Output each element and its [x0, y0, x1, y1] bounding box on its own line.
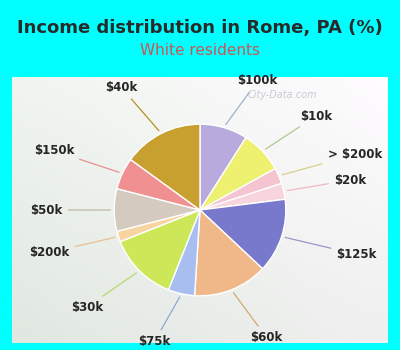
Text: $30k: $30k: [71, 273, 136, 314]
Text: $60k: $60k: [234, 293, 283, 344]
Text: Income distribution in Rome, PA (%): Income distribution in Rome, PA (%): [17, 19, 383, 37]
Wedge shape: [117, 160, 200, 210]
Text: $50k: $50k: [30, 203, 110, 217]
Text: > $200k: > $200k: [282, 148, 382, 175]
Wedge shape: [120, 210, 200, 290]
Wedge shape: [200, 169, 282, 210]
Text: $100k: $100k: [226, 74, 278, 125]
Text: City-Data.com: City-Data.com: [247, 90, 317, 100]
Wedge shape: [114, 189, 200, 231]
Text: $20k: $20k: [287, 174, 366, 191]
Text: $150k: $150k: [34, 144, 119, 172]
Text: $75k: $75k: [138, 297, 180, 348]
Wedge shape: [195, 210, 262, 296]
Text: $10k: $10k: [266, 110, 332, 149]
Wedge shape: [117, 210, 200, 242]
Text: $125k: $125k: [285, 237, 377, 261]
Wedge shape: [200, 124, 246, 210]
Wedge shape: [168, 210, 200, 296]
Wedge shape: [200, 183, 285, 210]
Text: White residents: White residents: [140, 43, 260, 58]
Wedge shape: [200, 199, 286, 269]
Wedge shape: [130, 124, 200, 210]
Text: $40k: $40k: [106, 81, 159, 131]
Wedge shape: [200, 138, 275, 210]
Text: $200k: $200k: [29, 237, 115, 259]
